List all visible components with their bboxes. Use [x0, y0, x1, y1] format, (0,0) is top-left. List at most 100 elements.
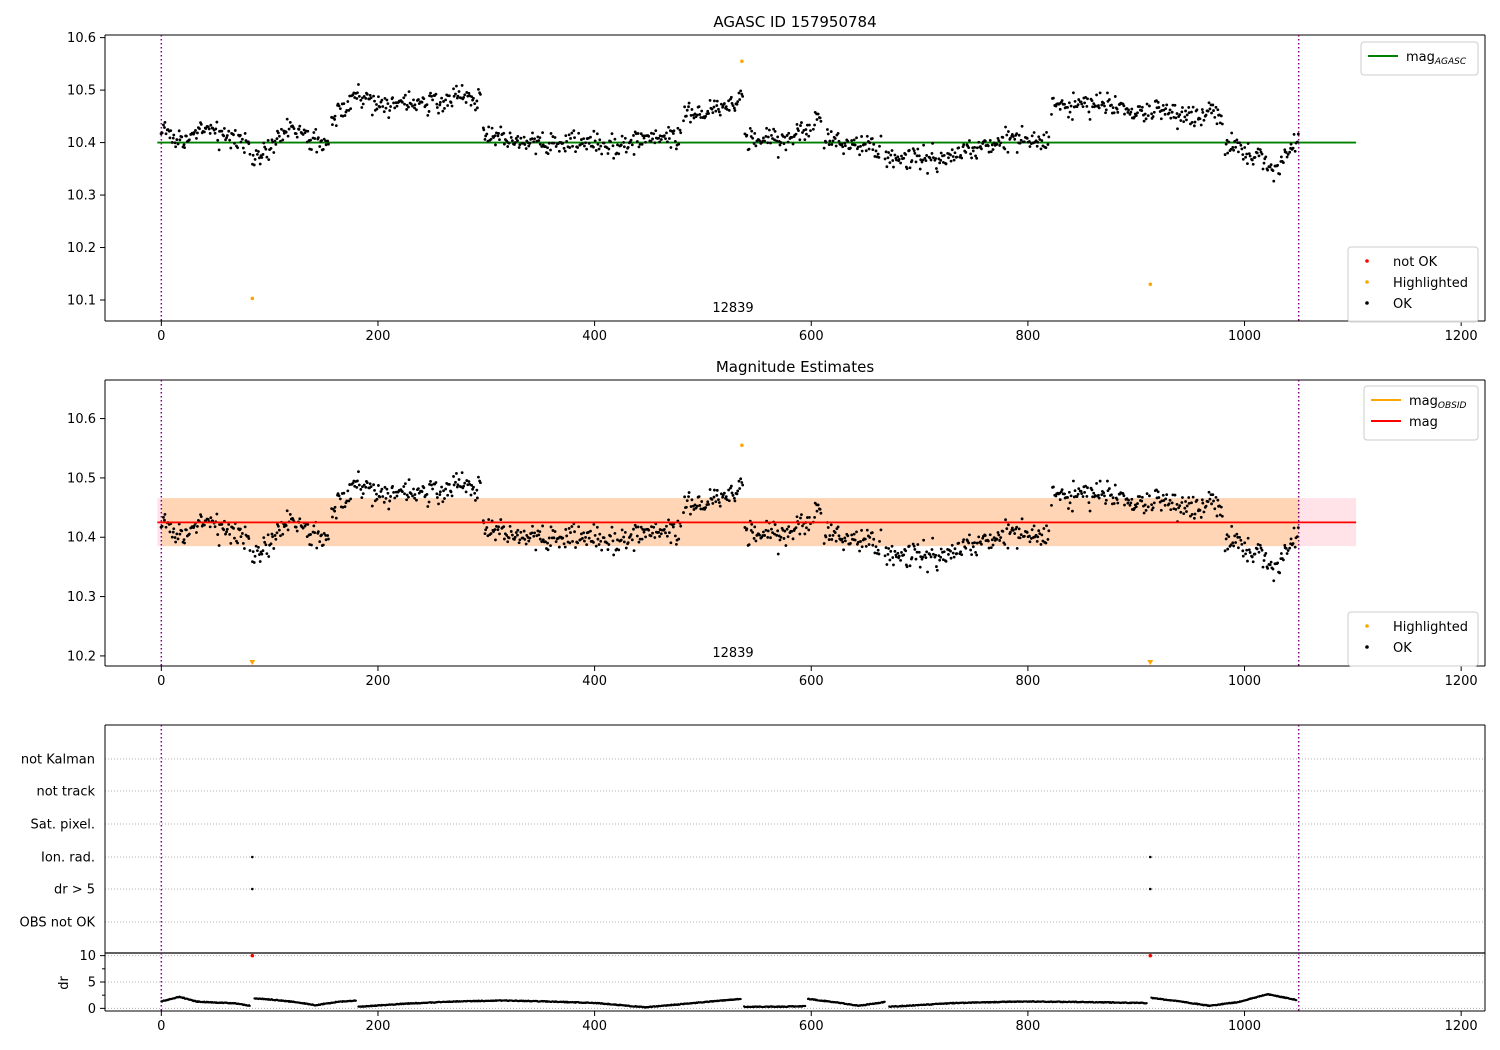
ok-point: [1163, 112, 1167, 116]
ok-point: [1208, 107, 1212, 111]
ok-point: [751, 530, 755, 534]
ok-point: [422, 97, 426, 101]
ok-point: [868, 141, 872, 145]
ok-point: [400, 100, 404, 104]
ok-point: [682, 511, 685, 514]
ok-point: [214, 127, 218, 131]
ok-point: [346, 489, 350, 493]
ok-point: [957, 146, 961, 150]
ok-point: [860, 149, 864, 153]
ok-point: [1255, 547, 1259, 551]
ok-point: [1152, 110, 1156, 114]
ok-point: [890, 149, 894, 152]
ok-point: [1200, 498, 1204, 502]
ok-point: [173, 141, 177, 145]
ok-point: [692, 508, 696, 511]
ok-point: [510, 533, 514, 537]
ok-point: [264, 147, 268, 151]
ok-point: [1067, 101, 1071, 105]
legend-dot-marker: [1365, 645, 1369, 649]
ok-point: [263, 540, 267, 544]
ok-point: [1110, 103, 1113, 107]
ok-point: [740, 92, 744, 96]
ok-point: [983, 139, 987, 143]
ok-point: [1113, 95, 1117, 98]
ok-point: [1261, 565, 1265, 569]
ok-point: [413, 103, 417, 107]
ok-point: [684, 505, 688, 509]
ok-point: [389, 495, 393, 498]
ok-point: [518, 538, 522, 542]
ok-point: [1204, 113, 1208, 117]
ok-point: [970, 553, 973, 556]
ok-point: [565, 534, 569, 538]
ok-point: [1069, 104, 1073, 108]
ok-point: [1271, 169, 1275, 173]
ok-point: [563, 149, 567, 153]
ok-point: [852, 532, 856, 536]
ok-point: [1246, 162, 1249, 166]
ok-point: [992, 536, 996, 540]
ok-point: [863, 537, 867, 541]
ok-point: [662, 134, 666, 138]
ok-point: [238, 133, 242, 137]
ok-point: [717, 107, 720, 111]
x-tick-label: 1000: [1228, 329, 1261, 344]
ok-point: [567, 133, 571, 137]
ok-point: [368, 93, 372, 97]
obsid-label: 12839: [712, 646, 753, 661]
ok-point: [749, 529, 753, 532]
ok-point: [897, 554, 901, 558]
ok-point: [630, 143, 634, 147]
ok-point: [932, 552, 935, 556]
ok-point: [467, 480, 471, 483]
ok-point: [717, 501, 721, 504]
flag-point: [251, 855, 254, 859]
ok-point: [355, 97, 359, 100]
ok-point: [1011, 135, 1015, 138]
ok-point: [447, 94, 451, 98]
ok-point: [192, 131, 196, 134]
ok-point: [1152, 501, 1156, 505]
ok-point: [971, 545, 975, 549]
ok-point: [799, 124, 802, 127]
ok-point: [1030, 134, 1034, 138]
ok-point: [962, 143, 966, 147]
ok-point: [431, 487, 434, 491]
ok-point: [667, 137, 671, 140]
ok-point: [914, 160, 918, 164]
ok-point: [377, 484, 380, 487]
ok-point: [1123, 503, 1126, 507]
ok-point: [888, 161, 892, 165]
ok-point: [263, 145, 267, 149]
ok-point: [412, 487, 415, 491]
ok-point: [1146, 505, 1150, 509]
ok-point: [1159, 508, 1163, 512]
ok-point: [1231, 146, 1235, 149]
ok-point: [391, 96, 394, 100]
ok-point: [368, 482, 372, 486]
ok-point: [1181, 496, 1184, 499]
ok-point: [1201, 110, 1205, 114]
ok-point: [1195, 498, 1199, 502]
ok-point: [316, 136, 320, 140]
ok-point: [247, 537, 251, 540]
ok-point: [1140, 495, 1144, 499]
ok-point: [361, 485, 364, 489]
ok-point: [324, 139, 328, 143]
ok-point: [826, 526, 830, 529]
ok-point: [334, 124, 338, 128]
ok-point: [904, 153, 908, 156]
ok-point: [1248, 551, 1252, 554]
ok-point: [721, 493, 725, 497]
ok-point: [279, 534, 282, 538]
ok-point: [572, 129, 576, 133]
ok-point: [1268, 165, 1272, 169]
ok-point: [1007, 523, 1010, 527]
ok-point: [1256, 147, 1260, 151]
ok-point: [302, 128, 306, 132]
ok-point: [388, 109, 392, 112]
x-tick-label: 200: [366, 329, 391, 344]
x-tick-label: 1200: [1445, 674, 1478, 689]
ok-point: [679, 131, 683, 135]
